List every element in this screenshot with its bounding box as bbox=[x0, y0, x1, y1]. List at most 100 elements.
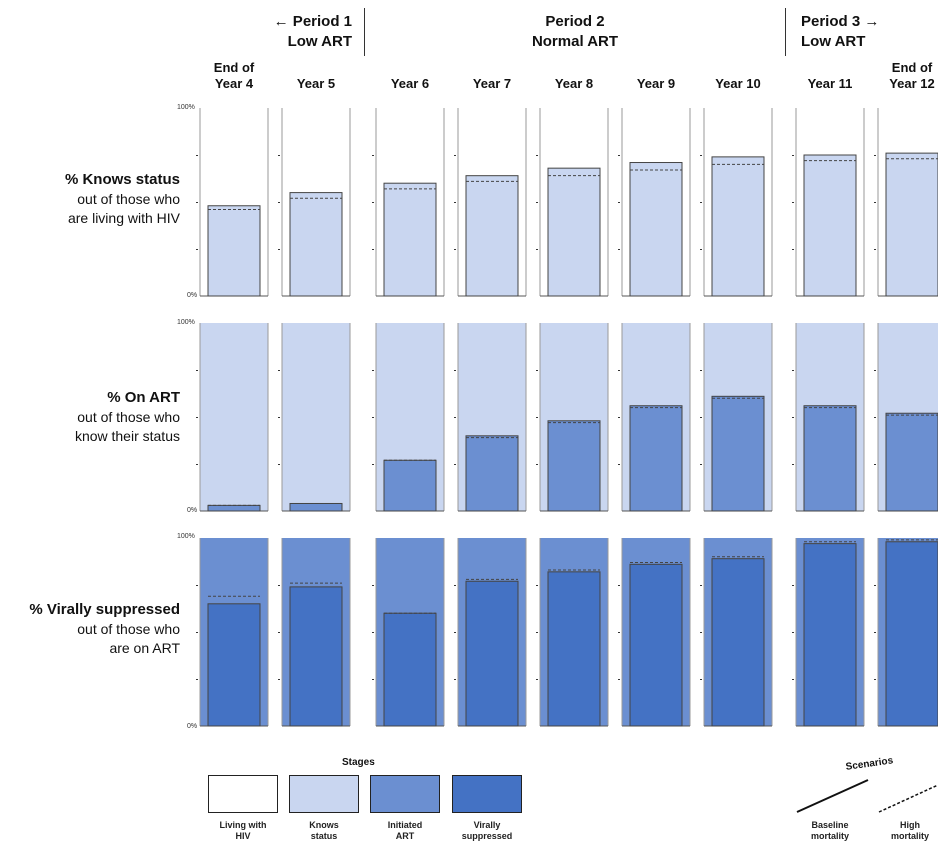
row-title-block: % Virally suppressed out of those who ar… bbox=[0, 600, 180, 680]
axis-tick bbox=[454, 464, 456, 465]
axis-tick bbox=[196, 464, 198, 465]
bar-baseline-mortality bbox=[207, 205, 261, 297]
column-label-line2: Year 10 bbox=[715, 76, 761, 91]
column-label-6: Year 9 bbox=[616, 60, 696, 92]
period-divider-1 bbox=[364, 8, 365, 56]
axis-tick bbox=[874, 370, 876, 371]
axis-tick bbox=[618, 417, 620, 418]
legend-label-high: High mortality bbox=[890, 820, 929, 841]
axis-tick bbox=[536, 632, 538, 633]
axis-tick bbox=[700, 249, 702, 250]
axis-tick bbox=[874, 585, 876, 586]
axis-tick bbox=[874, 679, 876, 680]
axis-tick bbox=[454, 249, 456, 250]
knows-status-title: % Knows status bbox=[64, 171, 180, 188]
axis-tick bbox=[700, 202, 702, 203]
on-art-subtitle-1: out of those who bbox=[77, 409, 180, 425]
legend-label-initiated: Initiated ART bbox=[387, 820, 423, 841]
period-1-header: ← Period 1 Low ART bbox=[262, 12, 352, 52]
axis-tick bbox=[700, 632, 702, 633]
bar-baseline-mortality bbox=[629, 563, 683, 727]
axis-tick bbox=[700, 417, 702, 418]
axis-tick bbox=[874, 464, 876, 465]
bar-baseline-mortality bbox=[803, 543, 857, 727]
legend-label-suppressed: Virally suppressed bbox=[461, 820, 513, 841]
bar-baseline-mortality bbox=[383, 182, 437, 297]
axis-tick bbox=[372, 417, 374, 418]
axis-tick bbox=[536, 249, 538, 250]
row2-top-label: 100% bbox=[177, 319, 195, 326]
axis-tick bbox=[874, 249, 876, 250]
period-2-header: Period 2 Normal ART bbox=[490, 12, 660, 52]
axis-tick bbox=[454, 679, 456, 680]
axis-tick bbox=[618, 202, 620, 203]
axis-tick bbox=[618, 370, 620, 371]
period-2-name: Period 2 bbox=[545, 13, 605, 30]
axis-tick bbox=[792, 464, 794, 465]
panel-background bbox=[282, 323, 350, 511]
column-label-4: Year 7 bbox=[452, 60, 532, 92]
bar-baseline-mortality bbox=[711, 395, 765, 512]
axis-tick bbox=[278, 585, 280, 586]
column-label-7: Year 10 bbox=[698, 60, 778, 92]
axis-tick bbox=[618, 249, 620, 250]
axis-tick bbox=[618, 585, 620, 586]
axis-tick bbox=[196, 155, 198, 156]
axis-tick bbox=[454, 202, 456, 203]
axis-tick bbox=[278, 632, 280, 633]
column-label-line2: Year 12 bbox=[889, 76, 935, 91]
column-label-1: End of Year 4 bbox=[194, 60, 274, 92]
bar-baseline-mortality bbox=[885, 541, 938, 727]
column-label-line2: Year 5 bbox=[296, 76, 336, 91]
axis-tick bbox=[618, 632, 620, 633]
axis-tick bbox=[700, 679, 702, 680]
axis-tick bbox=[792, 202, 794, 203]
bar-baseline-mortality bbox=[629, 405, 683, 512]
axis-tick bbox=[536, 679, 538, 680]
on-art-title: % On ART bbox=[107, 389, 180, 406]
legend-swatch-living bbox=[208, 775, 278, 813]
bar-baseline-mortality bbox=[803, 405, 857, 512]
bar-baseline-mortality bbox=[465, 175, 519, 297]
bar-baseline-mortality bbox=[289, 192, 343, 297]
axis-tick bbox=[618, 155, 620, 156]
bar-baseline-mortality bbox=[803, 154, 857, 297]
bar-baseline-mortality bbox=[207, 603, 261, 727]
knows-status-subtitle-1: out of those who bbox=[77, 191, 180, 207]
axis-tick bbox=[618, 679, 620, 680]
column-label-3: Year 6 bbox=[370, 60, 450, 92]
axis-tick bbox=[196, 202, 198, 203]
on-art-subtitle-2: know their status bbox=[74, 428, 180, 444]
axis-tick bbox=[372, 464, 374, 465]
row1-bottom-label: 0% bbox=[187, 292, 198, 299]
period-3-mode: Low ART bbox=[801, 33, 866, 50]
axis-tick bbox=[792, 155, 794, 156]
axis-tick bbox=[278, 679, 280, 680]
legend-label-living: Living with HIV bbox=[219, 820, 267, 841]
column-label-8: Year 11 bbox=[790, 60, 870, 92]
bar-baseline-mortality bbox=[711, 558, 765, 727]
axis-tick bbox=[278, 464, 280, 465]
axis-tick bbox=[536, 464, 538, 465]
legend-swatch-knows bbox=[289, 775, 359, 813]
axis-tick bbox=[792, 417, 794, 418]
axis-tick bbox=[278, 155, 280, 156]
axis-tick bbox=[278, 417, 280, 418]
panel-background bbox=[200, 323, 268, 511]
axis-tick bbox=[278, 370, 280, 371]
axis-tick bbox=[196, 249, 198, 250]
column-label-line1: End of bbox=[213, 60, 255, 75]
legend-swatch-suppressed bbox=[452, 775, 522, 813]
axis-tick bbox=[536, 202, 538, 203]
axis-tick bbox=[372, 632, 374, 633]
bar-baseline-mortality bbox=[383, 459, 437, 512]
row1-top-label: 100% bbox=[177, 104, 195, 111]
axis-tick bbox=[196, 679, 198, 680]
bar-baseline-mortality bbox=[547, 167, 601, 297]
bar-baseline-mortality bbox=[885, 412, 938, 512]
bar-baseline-mortality bbox=[885, 152, 938, 297]
legend-stages-title: Stages bbox=[342, 757, 375, 768]
axis-tick bbox=[372, 155, 374, 156]
knows-status-subtitle-2: are living with HIV bbox=[67, 210, 180, 226]
